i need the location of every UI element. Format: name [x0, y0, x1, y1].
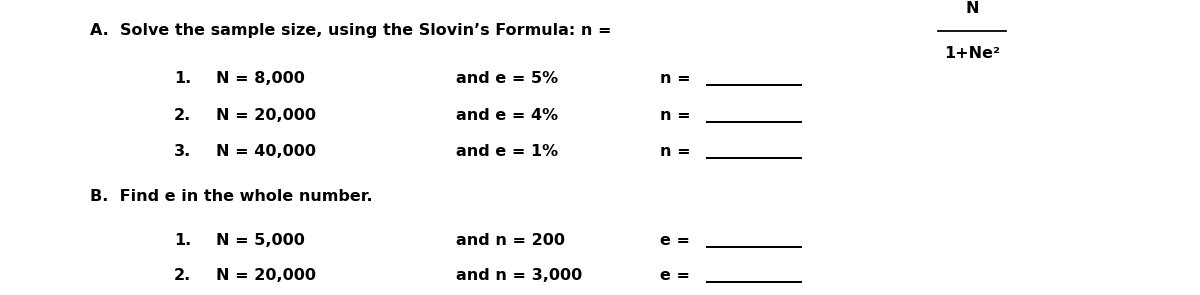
Text: N: N: [965, 1, 979, 16]
Text: and n = 200: and n = 200: [456, 233, 565, 248]
Text: ____________: ____________: [706, 233, 802, 248]
Text: 1+Ne²: 1+Ne²: [944, 46, 1000, 60]
Text: and e = 1%: and e = 1%: [456, 145, 558, 159]
Text: ____________: ____________: [706, 108, 802, 122]
Text: n =: n =: [660, 71, 696, 86]
Text: ____________: ____________: [706, 145, 802, 159]
Text: and n = 3,000: and n = 3,000: [456, 268, 582, 283]
Text: e =: e =: [660, 268, 696, 283]
Text: 2.: 2.: [174, 108, 191, 122]
Text: N = 40,000: N = 40,000: [216, 145, 316, 159]
Text: 2.: 2.: [174, 268, 191, 283]
Text: and e = 5%: and e = 5%: [456, 71, 558, 86]
Text: n =: n =: [660, 145, 696, 159]
Text: N = 5,000: N = 5,000: [216, 233, 305, 248]
Text: N = 20,000: N = 20,000: [216, 268, 316, 283]
Text: and e = 4%: and e = 4%: [456, 108, 558, 122]
Text: 1.: 1.: [174, 71, 191, 86]
Text: N = 20,000: N = 20,000: [216, 108, 316, 122]
Text: A.  Solve the sample size, using the Slovin’s Formula: n =: A. Solve the sample size, using the Slov…: [90, 24, 612, 38]
Text: ____________: ____________: [706, 268, 802, 283]
Text: 1.: 1.: [174, 233, 191, 248]
Text: ____________: ____________: [706, 71, 802, 86]
Text: 3.: 3.: [174, 145, 191, 159]
Text: e =: e =: [660, 233, 696, 248]
Text: n =: n =: [660, 108, 696, 122]
Text: B.  Find e in the whole number.: B. Find e in the whole number.: [90, 189, 373, 204]
Text: N = 8,000: N = 8,000: [216, 71, 305, 86]
